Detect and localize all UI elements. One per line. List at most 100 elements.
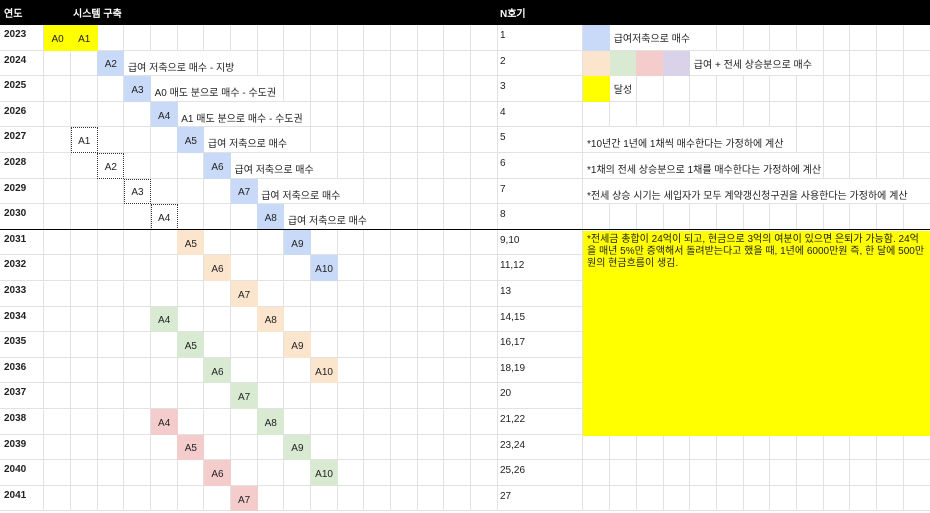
year-cell[interactable]: 2040	[0, 460, 44, 486]
grid-cell[interactable]	[337, 76, 365, 102]
grid-cell[interactable]	[44, 357, 72, 384]
grid-cell[interactable]	[390, 281, 418, 307]
house-a4-dotted[interactable]: A4	[150, 204, 178, 230]
grid-cell[interactable]	[363, 306, 391, 333]
n-cell[interactable]: 5	[497, 127, 583, 153]
grid-cell[interactable]	[903, 25, 930, 51]
house-a6-green[interactable]: A6	[203, 357, 232, 384]
grid-cell[interactable]	[443, 460, 471, 486]
grid-cell[interactable]	[743, 76, 771, 102]
grid-cell[interactable]	[203, 306, 232, 333]
grid-cell[interactable]	[850, 434, 878, 461]
grid-cell[interactable]	[390, 76, 418, 102]
grid-cell[interactable]	[310, 383, 338, 409]
grid-cell[interactable]	[123, 101, 152, 128]
grid-cell[interactable]	[203, 409, 232, 435]
grid-cell[interactable]	[796, 204, 824, 230]
grid-cell[interactable]	[470, 383, 498, 409]
grid-cell[interactable]	[583, 101, 611, 128]
grid-cell[interactable]	[97, 127, 125, 153]
grid-cell[interactable]	[123, 409, 152, 435]
grid-cell[interactable]	[283, 127, 311, 153]
grid-cell[interactable]	[363, 383, 391, 409]
grid-cell[interactable]	[876, 204, 904, 230]
grid-cell[interactable]	[609, 485, 637, 512]
house-a3-dotted[interactable]: A3	[123, 178, 152, 205]
grid-cell[interactable]	[663, 460, 691, 486]
grid-cell[interactable]	[203, 25, 232, 51]
grid-cell[interactable]	[850, 50, 878, 77]
grid-cell[interactable]	[203, 204, 232, 230]
house-a5-green[interactable]: A5	[177, 332, 205, 358]
grid-cell[interactable]	[283, 25, 311, 51]
grid-cell[interactable]	[70, 153, 98, 179]
grid-cell[interactable]	[150, 229, 178, 256]
n-cell[interactable]: 21,22	[497, 409, 583, 435]
grid-cell[interactable]	[283, 409, 311, 435]
house-a3-blue[interactable]: A3	[123, 76, 152, 102]
grid-cell[interactable]	[390, 332, 418, 358]
grid-cell[interactable]	[443, 229, 471, 256]
grid-cell[interactable]	[903, 460, 930, 486]
n-cell[interactable]: 23,24	[497, 434, 583, 461]
house-a5-orange[interactable]: A5	[177, 229, 205, 256]
grid-cell[interactable]	[310, 281, 338, 307]
grid-cell[interactable]	[823, 25, 851, 51]
grid-cell[interactable]	[230, 409, 258, 435]
grid-cell[interactable]	[123, 204, 152, 230]
grid-cell[interactable]	[390, 383, 418, 409]
house-a7-blue[interactable]: A7	[230, 178, 258, 205]
house-a2-dotted[interactable]: A2	[97, 153, 125, 179]
grid-cell[interactable]	[150, 281, 178, 307]
year-cell[interactable]: 2038	[0, 409, 44, 435]
grid-cell[interactable]	[150, 255, 178, 281]
grid-cell[interactable]	[123, 460, 152, 486]
house-a7-orange[interactable]: A7	[230, 281, 258, 307]
grid-cell[interactable]	[310, 409, 338, 435]
grid-cell[interactable]	[823, 460, 851, 486]
grid-cell[interactable]	[363, 460, 391, 486]
grid-cell[interactable]	[443, 332, 471, 358]
grid-cell[interactable]	[177, 460, 205, 486]
grid-cell[interactable]	[123, 127, 152, 153]
grid-cell[interactable]	[903, 153, 930, 179]
grid-cell[interactable]	[44, 306, 72, 333]
year-cell[interactable]: 2026	[0, 101, 44, 128]
grid-cell[interactable]	[876, 460, 904, 486]
grid-cell[interactable]	[443, 25, 471, 51]
grid-cell[interactable]	[903, 76, 930, 102]
grid-cell[interactable]	[443, 357, 471, 384]
grid-cell[interactable]	[689, 485, 717, 512]
year-cell[interactable]: 2023	[0, 25, 44, 51]
house-a2-blue[interactable]: A2	[97, 50, 125, 77]
grid-cell[interactable]	[823, 485, 851, 512]
grid-cell[interactable]	[443, 306, 471, 333]
grid-cell[interactable]	[363, 50, 391, 77]
grid-cell[interactable]	[177, 281, 205, 307]
grid-cell[interactable]	[230, 25, 258, 51]
grid-cell[interactable]	[310, 229, 338, 256]
grid-cell[interactable]	[417, 50, 445, 77]
grid-cell[interactable]	[177, 255, 205, 281]
grid-cell[interactable]	[123, 357, 152, 384]
grid-cell[interactable]	[97, 178, 125, 205]
house-a8-orange[interactable]: A8	[257, 306, 285, 333]
grid-cell[interactable]	[443, 153, 471, 179]
grid-cell[interactable]	[443, 204, 471, 230]
grid-cell[interactable]	[283, 306, 311, 333]
grid-cell[interactable]	[470, 460, 498, 486]
grid-cell[interactable]	[123, 383, 152, 409]
grid-cell[interactable]	[177, 153, 205, 179]
grid-cell[interactable]	[123, 434, 152, 461]
grid-cell[interactable]	[177, 409, 205, 435]
grid-cell[interactable]	[44, 153, 72, 179]
grid-cell[interactable]	[390, 25, 418, 51]
grid-cell[interactable]	[417, 434, 445, 461]
year-cell[interactable]: 2028	[0, 153, 44, 179]
grid-cell[interactable]	[70, 229, 98, 256]
grid-cell[interactable]	[823, 101, 851, 128]
grid-cell[interactable]	[230, 204, 258, 230]
year-cell[interactable]: 2034	[0, 306, 44, 333]
grid-cell[interactable]	[337, 153, 365, 179]
grid-cell[interactable]	[903, 485, 930, 512]
